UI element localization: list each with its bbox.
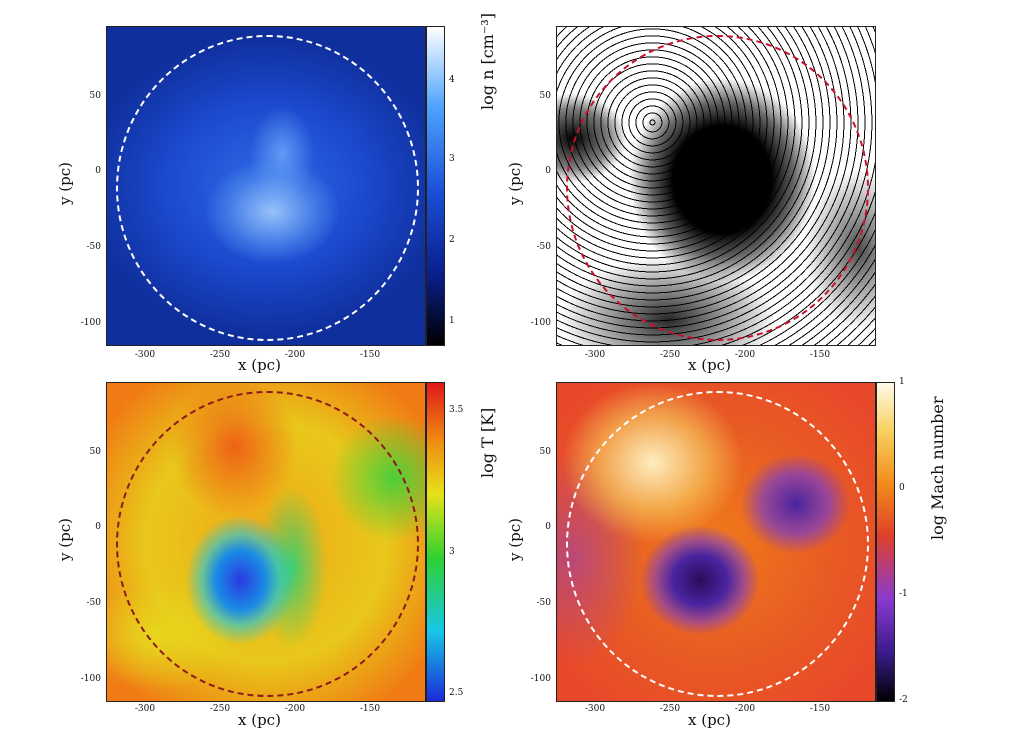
colorbar-tick: -2 (899, 695, 908, 705)
y-tick: 50 (539, 447, 551, 457)
x-tick: -250 (659, 350, 681, 360)
colorbar-tick: 2.5 (449, 688, 464, 698)
x-axis-label: x (pc) (688, 356, 731, 374)
temperature-colorbar (426, 382, 445, 702)
y-tick: 0 (95, 166, 101, 176)
y-tick: -100 (530, 674, 551, 684)
colorbar-tick: 1 (899, 377, 905, 387)
y-tick: -50 (536, 598, 552, 608)
x-tick: -250 (209, 350, 231, 360)
colorbar-tick: 1 (449, 316, 455, 326)
y-tick: -100 (80, 318, 101, 328)
x-tick: -150 (809, 704, 831, 714)
colorbar-label: log T [K] (478, 407, 497, 478)
x-tick: -200 (284, 704, 306, 714)
y-tick: 50 (89, 91, 101, 101)
x-tick: -200 (734, 350, 756, 360)
y-tick: 50 (89, 447, 101, 457)
colorbar-label: log n [cm⁻³] (478, 13, 497, 110)
colorbar-tick: 0 (899, 483, 905, 493)
x-tick: -150 (809, 350, 831, 360)
x-axis-label: x (pc) (238, 711, 281, 729)
x-axis-label: x (pc) (688, 711, 731, 729)
colorbar-tick: 3.5 (449, 405, 464, 415)
virial-circle (565, 390, 869, 698)
x-tick: -200 (734, 704, 756, 714)
x-tick: -300 (134, 704, 156, 714)
virial-circle (115, 34, 419, 342)
y-tick: 0 (545, 166, 551, 176)
x-tick: -150 (359, 704, 381, 714)
density-colorbar (426, 26, 445, 346)
y-axis-label: y (pc) (506, 518, 524, 561)
virial-circle (565, 34, 869, 342)
colorbar-tick: 3 (449, 154, 455, 164)
y-axis-label: y (pc) (56, 518, 74, 561)
x-tick: -150 (359, 350, 381, 360)
colorbar-tick: -1 (899, 589, 908, 599)
x-axis-label: x (pc) (238, 356, 281, 374)
y-tick: 50 (539, 91, 551, 101)
colorbar-label: log Mach number (928, 396, 947, 541)
x-tick: -250 (659, 704, 681, 714)
y-tick: 0 (545, 522, 551, 532)
x-tick: -250 (209, 704, 231, 714)
y-tick: -50 (86, 242, 102, 252)
y-axis-label: y (pc) (506, 162, 524, 205)
colorbar-tick: 3 (449, 547, 455, 557)
x-tick: -300 (134, 350, 156, 360)
y-tick: -50 (536, 242, 552, 252)
mask-map (556, 26, 876, 346)
x-tick: -300 (584, 350, 606, 360)
mach-map (556, 382, 876, 702)
temperature-map (106, 382, 426, 702)
x-tick: -300 (584, 704, 606, 714)
y-axis-label: y (pc) (56, 162, 74, 205)
y-tick: -50 (86, 598, 102, 608)
y-tick: 0 (95, 522, 101, 532)
y-tick: -100 (530, 318, 551, 328)
x-tick: -200 (284, 350, 306, 360)
y-tick: -100 (80, 674, 101, 684)
colorbar-tick: 4 (449, 75, 455, 85)
mach-colorbar (876, 382, 895, 702)
colorbar-tick: 2 (449, 235, 455, 245)
density-map (106, 26, 426, 346)
virial-circle (115, 390, 419, 698)
